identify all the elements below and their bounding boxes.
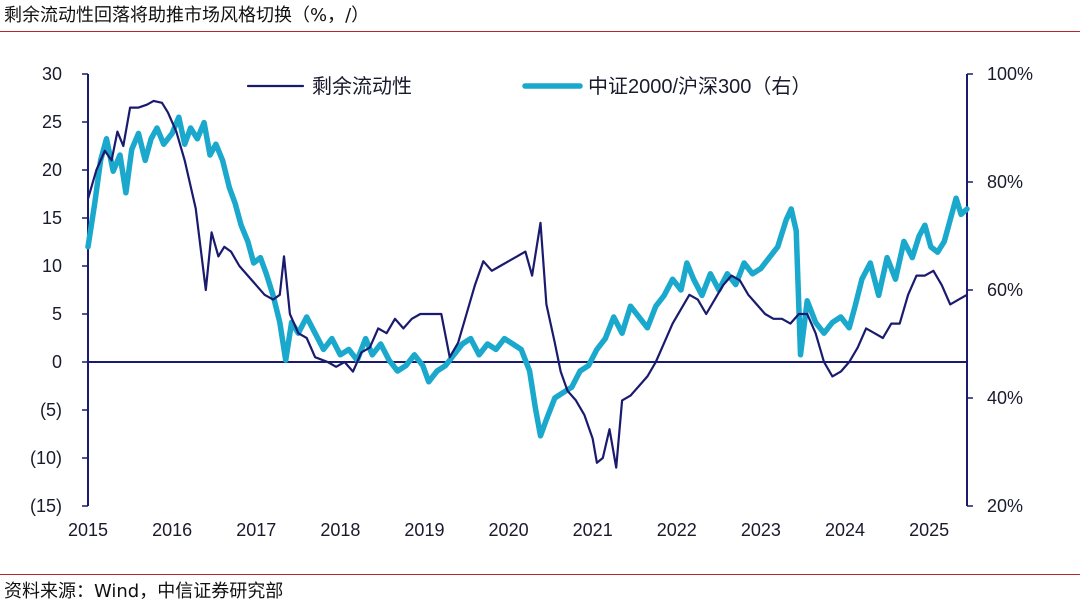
left-y-tick-label: 0 xyxy=(52,352,62,372)
right-y-tick-label: 20% xyxy=(987,496,1023,516)
left-y-tick-label: (5) xyxy=(40,400,62,420)
right-y-tick-label: 60% xyxy=(987,280,1023,300)
series-layer xyxy=(85,99,970,469)
x-tick-label: 2023 xyxy=(741,520,781,540)
x-tick-label: 2018 xyxy=(320,520,360,540)
legend-label-2: 中证2000/沪深300（右） xyxy=(588,75,811,98)
x-tick-label: 2016 xyxy=(152,520,192,540)
series-line-csi2000-hs300-ratio xyxy=(85,114,970,439)
axes: 302520151050(5)(10)(15)100%80%60%40%20%2… xyxy=(30,64,1033,540)
x-tick-label: 2024 xyxy=(825,520,865,540)
x-tick-label: 2017 xyxy=(236,520,276,540)
chart-area: 302520151050(5)(10)(15)100%80%60%40%20%2… xyxy=(30,64,1033,540)
x-tick-label: 2015 xyxy=(68,520,108,540)
left-y-tick-label: 5 xyxy=(52,304,62,324)
x-tick-label: 2021 xyxy=(573,520,613,540)
chart-title: 剩余流动性回落将助推市场风格切换（%，/） xyxy=(4,5,370,26)
series-line-residual-liquidity xyxy=(86,99,969,469)
legend-label-1: 剩余流动性 xyxy=(312,75,412,98)
bottom-divider xyxy=(0,574,1080,575)
legend: 剩余流动性 中证2000/沪深300（右） xyxy=(246,75,811,98)
left-y-tick-label: 20 xyxy=(42,160,62,180)
left-y-tick-label: (15) xyxy=(30,496,62,516)
right-y-tick-label: 100% xyxy=(987,64,1033,84)
x-tick-label: 2022 xyxy=(657,520,697,540)
left-y-tick-label: 30 xyxy=(42,64,62,84)
left-y-tick-label: (10) xyxy=(30,448,62,468)
x-tick-label: 2025 xyxy=(909,520,949,540)
source-note: 资料来源：Wind，中信证券研究部 xyxy=(4,581,284,602)
left-y-tick-label: 15 xyxy=(42,208,62,228)
right-y-tick-label: 80% xyxy=(987,172,1023,192)
left-y-tick-label: 10 xyxy=(42,256,62,276)
x-tick-label: 2020 xyxy=(489,520,529,540)
x-tick-label: 2019 xyxy=(404,520,444,540)
left-y-tick-label: 25 xyxy=(42,112,62,132)
right-y-tick-label: 40% xyxy=(987,388,1023,408)
top-divider xyxy=(0,31,1080,32)
